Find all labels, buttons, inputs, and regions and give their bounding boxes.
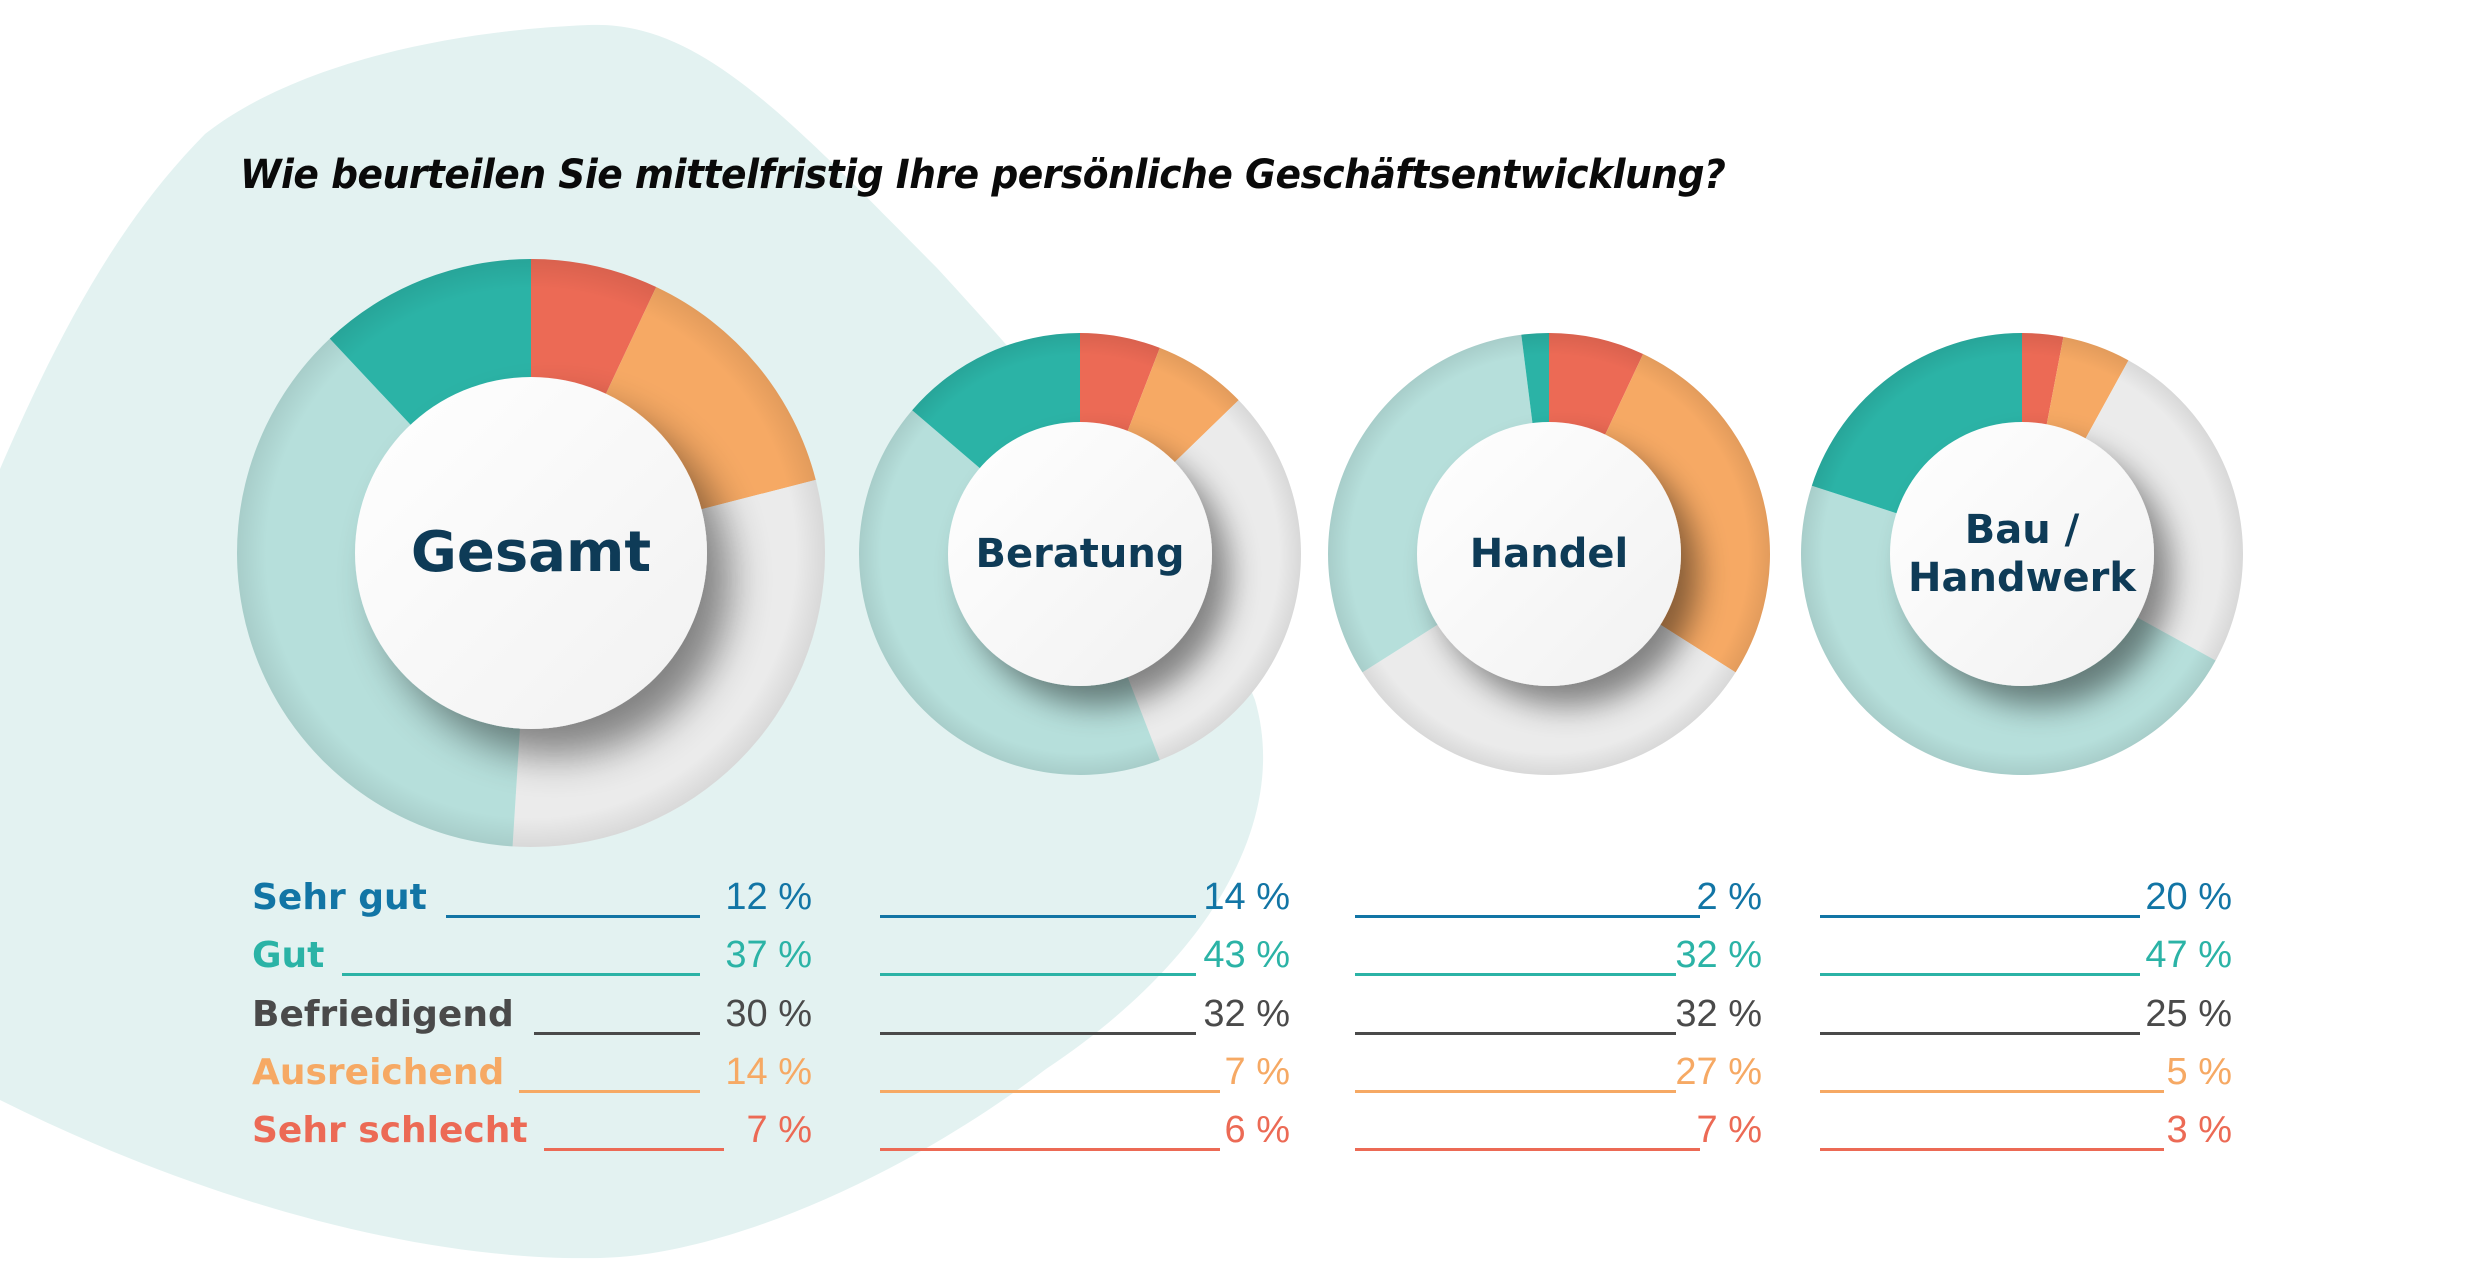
donut-center-label: Bau / Handwerk — [1890, 422, 2154, 686]
leader-line — [1820, 915, 2140, 918]
leader-line — [519, 1090, 700, 1093]
donut-gesamt: Gesamt — [197, 219, 865, 887]
leader-line — [446, 915, 700, 918]
value-bau-handwerk: 3 % — [2166, 1109, 2232, 1151]
value-gesamt: 7 % — [746, 1109, 812, 1151]
leader-line — [880, 1148, 1220, 1151]
center-disc — [1417, 422, 1681, 686]
leader-line — [1355, 1090, 1676, 1093]
legend-row-ausreichend: Ausreichend 14 % 7 % 27 % 5 % — [0, 1045, 2480, 1095]
legend-label: Befriedigend — [252, 994, 514, 1035]
leader-line — [880, 973, 1196, 976]
value-gesamt: 37 % — [725, 934, 812, 976]
value-bau-handwerk: 25 % — [2145, 993, 2232, 1035]
legend-label: Sehr gut — [252, 877, 427, 918]
value-bau-handwerk: 20 % — [2145, 876, 2232, 918]
center-disc — [355, 377, 707, 729]
value-handel: 32 % — [1675, 934, 1762, 976]
chart-title: Wie beurteilen Sie mittelfristig Ihre pe… — [240, 152, 1726, 198]
value-handel: 7 % — [1696, 1109, 1762, 1151]
legend-row-befriedigend: Befriedigend 30 % 32 % 32 % 25 % — [0, 987, 2480, 1037]
value-gesamt: 14 % — [725, 1051, 812, 1093]
donut-label-line: Gesamt — [410, 520, 652, 586]
leader-line — [1820, 973, 2140, 976]
leader-line — [1820, 1090, 2164, 1093]
value-gesamt: 30 % — [725, 993, 812, 1035]
value-gesamt: 12 % — [725, 876, 812, 918]
donut-center-label: Beratung — [948, 422, 1212, 686]
value-handel: 32 % — [1675, 993, 1762, 1035]
center-disc — [948, 422, 1212, 686]
donut-beratung: Beratung — [819, 293, 1341, 815]
value-beratung: 6 % — [1224, 1109, 1290, 1151]
value-bau-handwerk: 47 % — [2145, 934, 2232, 976]
leader-line — [880, 1090, 1220, 1093]
leader-line — [342, 973, 700, 976]
legend-row-sehr-gut: Sehr gut 12 % 14 % 2 % 20 % — [0, 870, 2480, 920]
donut-label-line: Beratung — [975, 531, 1185, 577]
center-disc — [1890, 422, 2154, 686]
leader-line — [1820, 1032, 2140, 1035]
donut-label-line: Handwerk — [1908, 555, 2136, 601]
leader-line — [880, 915, 1196, 918]
value-handel: 2 % — [1696, 876, 1762, 918]
value-handel: 27 % — [1675, 1051, 1762, 1093]
leader-line — [1355, 973, 1676, 976]
value-beratung: 43 % — [1203, 934, 1290, 976]
leader-line — [544, 1148, 724, 1151]
legend-row-gut: Gut 37 % 43 % 32 % 47 % — [0, 928, 2480, 978]
legend-row-sehr-schlecht: Sehr schlecht 7 % 6 % 7 % 3 % — [0, 1103, 2480, 1153]
donut-label-line: Bau / — [1964, 507, 2080, 553]
donut-bau-handwerk: Bau / Handwerk — [1761, 293, 2283, 815]
donut-label-line: Handel — [1469, 531, 1629, 577]
value-bau-handwerk: 5 % — [2166, 1051, 2232, 1093]
leader-line — [1820, 1148, 2164, 1151]
legend-label: Ausreichend — [252, 1052, 505, 1093]
value-beratung: 7 % — [1224, 1051, 1290, 1093]
leader-line — [1355, 915, 1700, 918]
legend-label: Gut — [252, 935, 325, 976]
leader-line — [534, 1032, 700, 1035]
value-beratung: 32 % — [1203, 993, 1290, 1035]
donut-center-label: Gesamt — [355, 377, 707, 729]
value-beratung: 14 % — [1203, 876, 1290, 918]
donut-center-label: Handel — [1417, 422, 1681, 686]
leader-line — [1355, 1032, 1676, 1035]
legend-label: Sehr schlecht — [252, 1110, 528, 1151]
leader-line — [880, 1032, 1196, 1035]
donut-handel: Handel — [1288, 293, 1810, 815]
leader-line — [1355, 1148, 1700, 1151]
